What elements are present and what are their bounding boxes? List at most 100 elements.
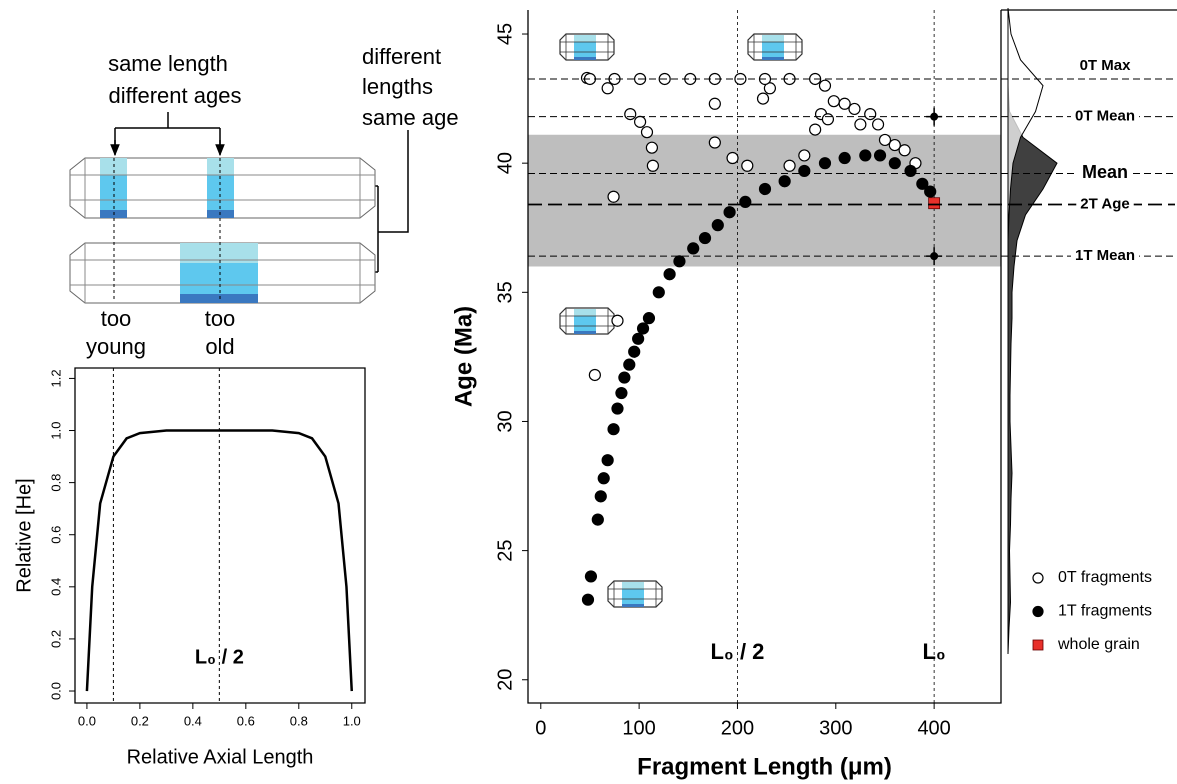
filled-point — [758, 182, 772, 196]
label-background — [1076, 195, 1134, 214]
diagram-text: too — [101, 306, 132, 331]
density-panel — [1007, 8, 1058, 654]
filled-point — [584, 570, 598, 583]
crystal-diagram: same length different ages different len… — [69, 44, 459, 359]
label-background — [1075, 56, 1135, 75]
filled-point — [632, 332, 645, 345]
filled-point — [711, 219, 724, 232]
diagram-text: different — [362, 44, 441, 69]
density-curve — [1007, 8, 1044, 654]
filled-point — [594, 490, 607, 503]
diagram-text: young — [86, 334, 146, 359]
open-point — [821, 113, 835, 126]
reference-label: 2T Age — [1080, 195, 1129, 212]
bracket — [377, 130, 409, 272]
x-tick-label: 0.4 — [184, 713, 202, 728]
he-profile-line — [85, 429, 354, 692]
axis-frame — [527, 10, 1002, 704]
filled-point — [818, 157, 832, 170]
filled-point — [723, 206, 736, 219]
legend-marker — [1032, 639, 1044, 651]
filled-point — [698, 231, 712, 245]
diagram-text: different ages — [109, 83, 242, 108]
x-tick-label: 0.6 — [237, 713, 255, 728]
open-point — [848, 102, 861, 116]
filled-point — [739, 195, 752, 209]
annotation: L₀ / 2 — [710, 639, 764, 664]
open-point — [827, 95, 840, 108]
open-point — [838, 97, 851, 110]
label-background — [1070, 247, 1140, 266]
x-tick-label: 200 — [721, 717, 754, 739]
x-tick-label: 1.0 — [343, 713, 361, 728]
filled-point — [838, 151, 851, 165]
open-point — [864, 107, 877, 121]
open-point — [645, 141, 659, 154]
filled-point — [618, 371, 631, 384]
label-background — [1077, 164, 1133, 183]
x-axis-title: Relative Axial Length — [127, 746, 314, 768]
open-point — [708, 97, 721, 110]
open-point — [640, 126, 654, 139]
y-tick-label: 1.0 — [49, 421, 64, 439]
y-tick-label: 0.4 — [49, 578, 64, 596]
open-point — [888, 138, 901, 152]
diagram-text: too — [205, 306, 236, 331]
filled-point — [904, 164, 917, 178]
y-tick-label: 40 — [494, 152, 516, 174]
filled-point — [673, 255, 686, 268]
open-point — [854, 118, 867, 131]
x-axis-title: Fragment Length (μm) — [637, 753, 892, 780]
y-tick-label: 0.8 — [49, 474, 64, 492]
open-point — [783, 159, 796, 172]
open-point — [646, 159, 659, 172]
filled-point — [601, 454, 614, 467]
filled-point — [888, 157, 901, 170]
open-point — [818, 79, 832, 92]
y-tick-label: 20 — [494, 669, 516, 691]
bracket — [114, 112, 221, 154]
reference-label: Mean — [1082, 162, 1128, 182]
y-tick-label: 0.0 — [49, 682, 64, 700]
filled-point — [778, 175, 791, 188]
legend-marker — [1032, 572, 1044, 584]
filled-point — [597, 472, 610, 485]
filled-point — [628, 345, 641, 358]
annotation: L₀ / 2 — [195, 646, 244, 668]
open-point — [708, 136, 721, 149]
open-point — [611, 314, 624, 327]
open-point — [763, 82, 777, 95]
open-point — [809, 123, 822, 136]
open-point — [624, 107, 637, 121]
y-tick-label: 25 — [494, 539, 516, 561]
filled-point — [581, 593, 595, 606]
y-axis-title: Age (Ma) — [450, 306, 477, 407]
diagram-text: lengths — [362, 74, 433, 99]
open-point — [741, 159, 754, 172]
open-point — [588, 368, 601, 382]
filled-point — [615, 386, 628, 400]
diagram-text: same age — [362, 105, 459, 130]
filled-point — [798, 164, 811, 178]
axis-frame — [74, 367, 366, 704]
x-tick-label: 100 — [622, 717, 655, 739]
legend-marker — [1032, 605, 1044, 618]
crystal — [69, 242, 376, 304]
diagram-text: old — [205, 334, 234, 359]
open-point — [898, 144, 911, 157]
filled-point — [652, 286, 665, 299]
annotation: L₀ — [922, 639, 945, 664]
filled-point — [924, 185, 937, 198]
filled-point — [591, 513, 604, 526]
y-tick-label: 35 — [494, 281, 516, 303]
x-tick-label: 0 — [535, 717, 546, 739]
filled-point — [859, 149, 872, 162]
filled-point — [916, 177, 929, 190]
open-point — [634, 115, 647, 128]
open-point — [756, 92, 770, 105]
y-axis-title: Relative [He] — [13, 478, 35, 593]
mean-point — [930, 252, 939, 261]
whole-grain-point — [928, 197, 941, 210]
crystal — [69, 157, 376, 219]
